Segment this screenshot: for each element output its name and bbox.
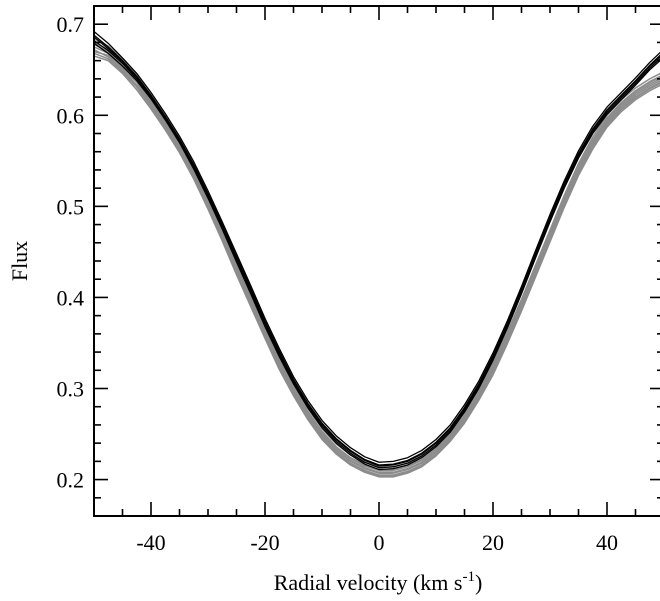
x-tick-label: -40 <box>136 530 165 555</box>
series-line-13 <box>94 36 660 467</box>
series-line-12 <box>94 42 660 471</box>
tick-layer <box>93 5 660 517</box>
series-line-10 <box>94 39 660 469</box>
series-line-5 <box>94 38 660 468</box>
tick-label-layer: -40 -20 0 20 40 0.2 0.3 0.4 0.5 0.6 0.7 <box>57 12 619 555</box>
x-tick-label: 20 <box>482 530 504 555</box>
series-line-3 <box>94 41 660 471</box>
x-axis-label: Radial velocity (km s-1) <box>274 569 483 595</box>
x-tick-label: 0 <box>374 530 385 555</box>
x-axis-label-close: ) <box>475 570 482 595</box>
series-line-2 <box>94 48 660 476</box>
y-tick-label: 0.6 <box>57 103 85 128</box>
x-tick-label: 40 <box>596 530 618 555</box>
y-axis-label: Flux <box>7 241 32 281</box>
y-tick-label: 0.4 <box>57 285 85 310</box>
series-line-4 <box>94 55 660 478</box>
series-layer <box>94 30 660 478</box>
x-tick-label: -20 <box>250 530 279 555</box>
y-tick-label: 0.7 <box>57 12 85 37</box>
series-line-1 <box>94 46 660 474</box>
series-line-7 <box>94 43 660 472</box>
series-line-6 <box>94 50 660 474</box>
series-line-8 <box>94 52 660 477</box>
x-axis-label-main: Radial velocity (km s <box>274 570 463 595</box>
plot-frame <box>93 5 660 517</box>
x-axis-label-superscript: -1 <box>462 569 475 585</box>
y-tick-label: 0.2 <box>57 468 85 493</box>
series-line-11 <box>94 30 660 463</box>
y-tick-label: 0.5 <box>57 194 85 219</box>
y-tick-label: 0.3 <box>57 377 85 402</box>
series-line-9 <box>94 34 660 466</box>
